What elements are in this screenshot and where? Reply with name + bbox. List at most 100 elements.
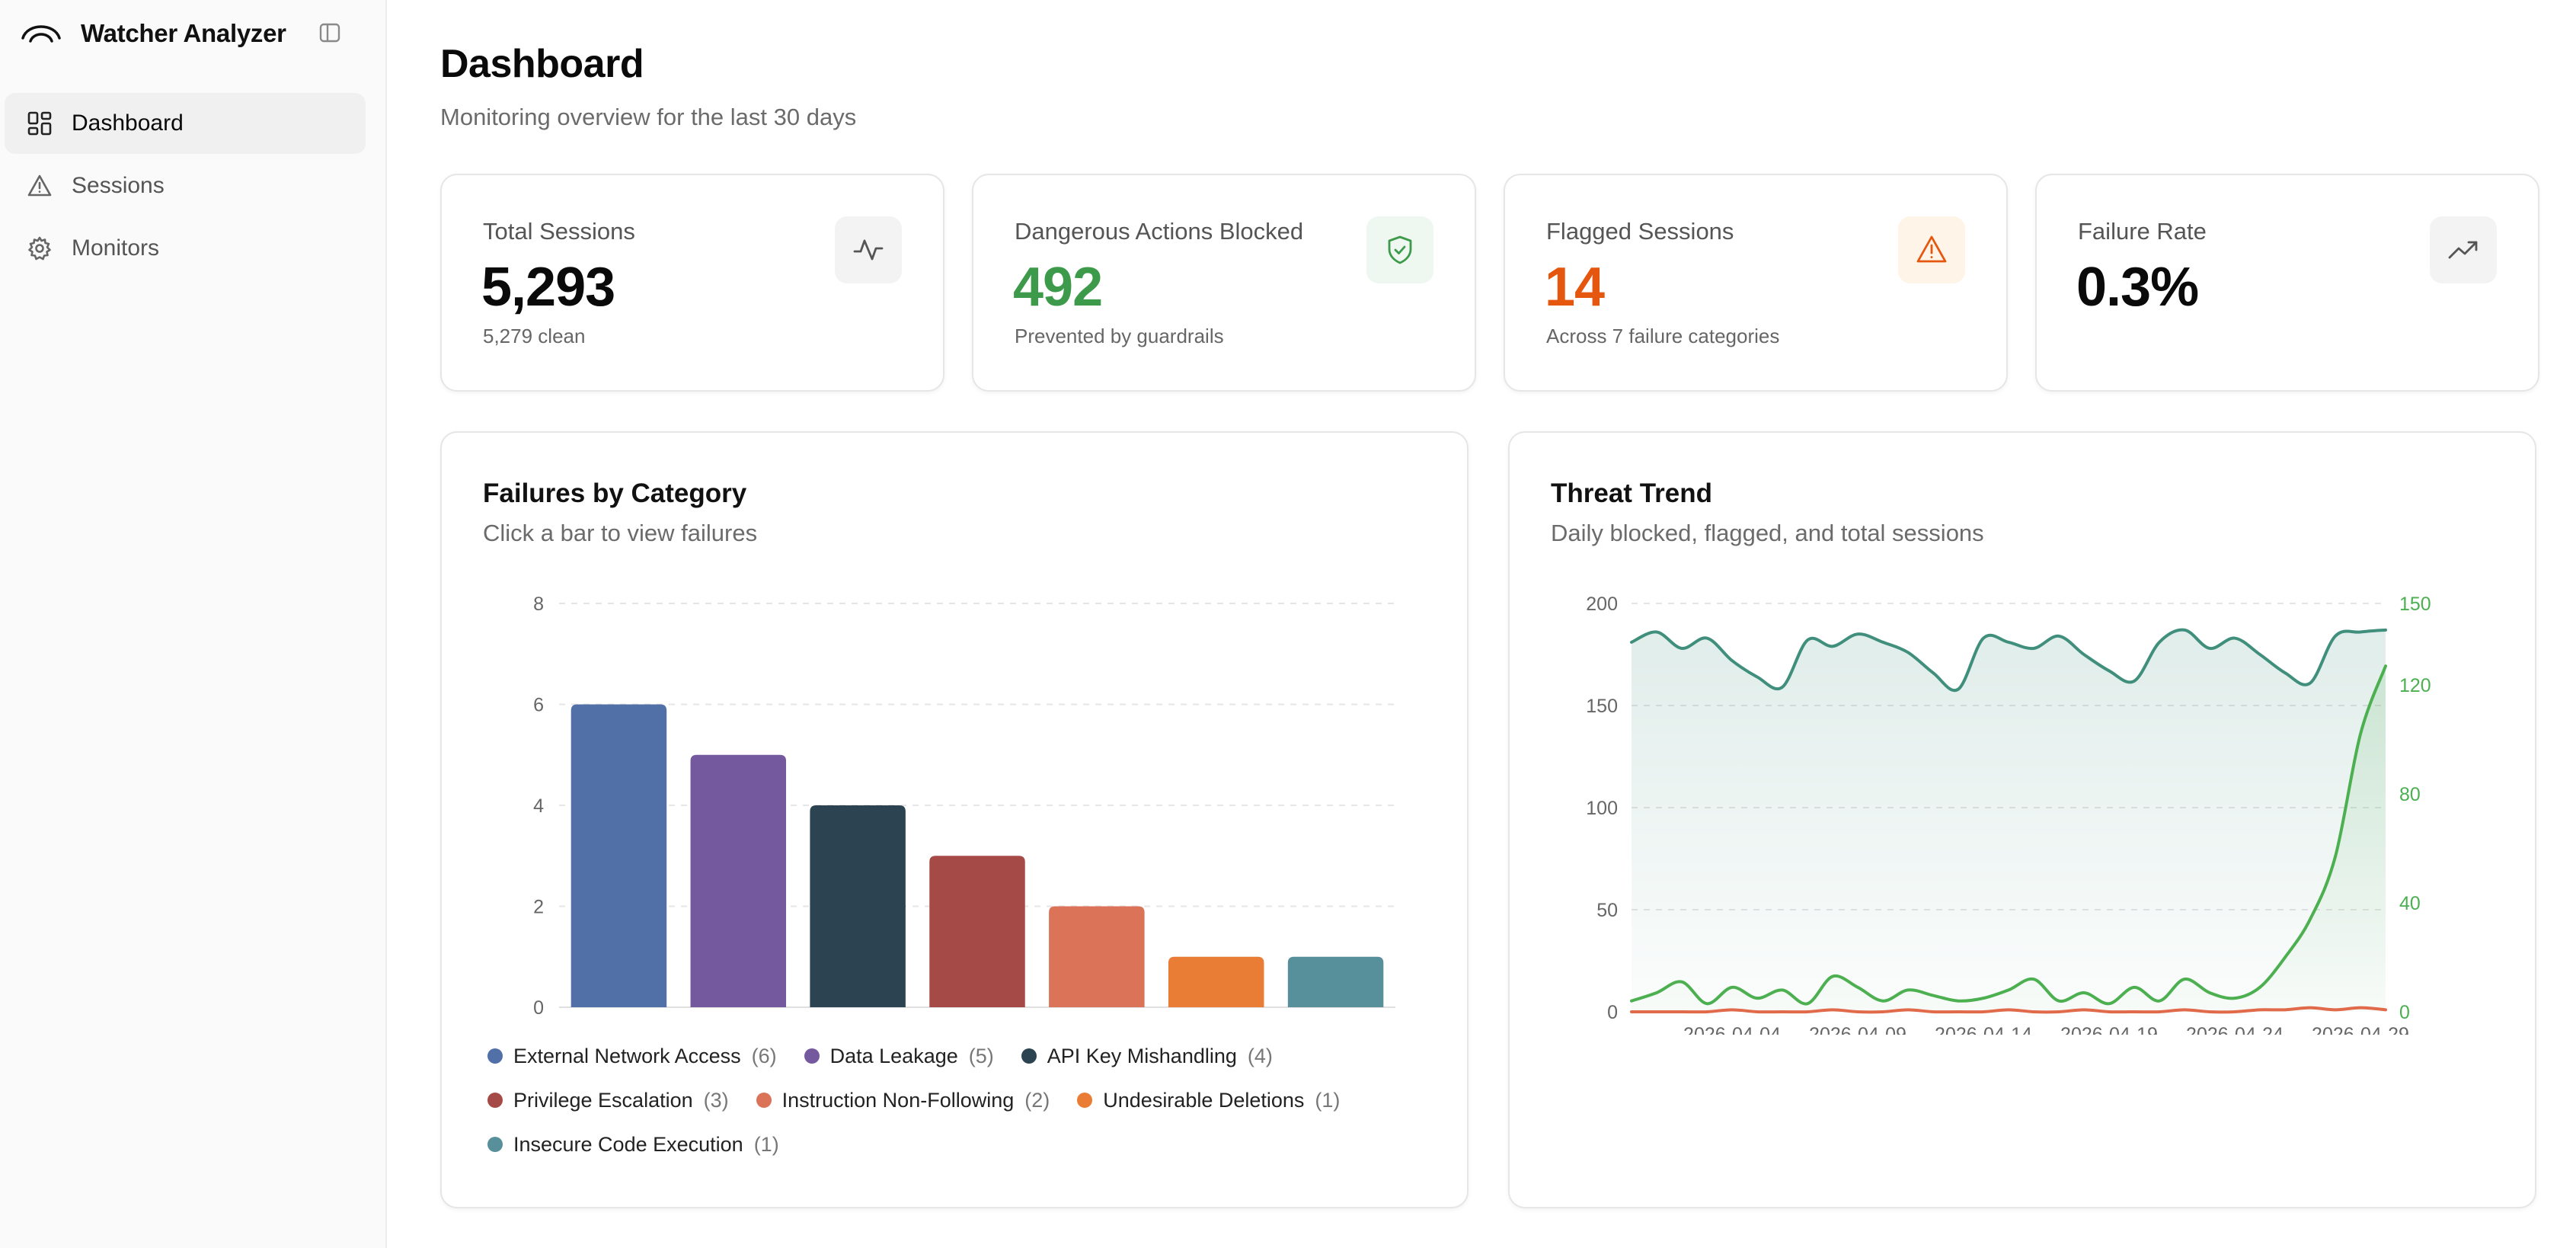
bar[interactable] xyxy=(1168,956,1264,1007)
panel-title: Threat Trend xyxy=(1551,478,1712,508)
alert-triangle-icon xyxy=(1898,216,1965,283)
stat-value: 14 xyxy=(1545,257,1605,318)
series-line xyxy=(1630,664,2387,1006)
stat-subtext: Across 7 failure categories xyxy=(1546,325,1780,347)
sidebar-toggle-icon xyxy=(319,23,340,43)
series-area xyxy=(1632,666,2386,1012)
stat-card-flagged-sessions: Flagged Sessions 14 Across 7 failure cat… xyxy=(1504,174,2008,392)
y-tick-label: 6 xyxy=(533,695,544,716)
bar[interactable] xyxy=(1287,956,1384,1007)
y-tick-label: 2 xyxy=(533,897,544,918)
eye-logo-icon xyxy=(21,25,61,43)
stat-label: Flagged Sessions xyxy=(1546,218,1734,245)
threat-trend-panel: Threat Trend Daily blocked, flagged, and… xyxy=(1508,431,2536,1208)
stat-subtext: 5,279 clean xyxy=(483,325,586,347)
bar[interactable] xyxy=(1049,906,1145,1008)
y-left-tick-label: 200 xyxy=(1586,594,1618,615)
panel-subtitle: Daily blocked, flagged, and total sessio… xyxy=(1551,520,1984,546)
sidebar-toggle-button[interactable] xyxy=(317,20,343,46)
brand[interactable]: Watcher Analyzer xyxy=(20,15,286,52)
sidebar-item-dashboard[interactable]: Dashboard xyxy=(5,93,366,154)
legend-count: (1) xyxy=(753,1132,779,1156)
legend-item[interactable]: API Key Mishandling (4) xyxy=(1021,1042,1273,1070)
legend-count: (4) xyxy=(1247,1044,1273,1067)
stat-card-dangerous-actions: Dangerous Actions Blocked 492 Prevented … xyxy=(972,174,1476,392)
legend-label: Undesirable Deletions xyxy=(1103,1088,1305,1112)
trending-up-icon xyxy=(2430,216,2497,283)
y-left-tick-label: 0 xyxy=(1607,1002,1618,1023)
legend-item[interactable]: Instruction Non-Following (2) xyxy=(756,1086,1050,1114)
bar[interactable] xyxy=(810,805,906,1007)
y-left-tick-label: 100 xyxy=(1586,798,1618,819)
legend-label: Instruction Non-Following xyxy=(781,1088,1015,1112)
stat-value: 0.3% xyxy=(2076,257,2199,318)
sidebar-item-monitors[interactable]: Monitors xyxy=(5,218,366,279)
stat-label: Total Sessions xyxy=(483,218,635,245)
shield-check-icon xyxy=(1366,216,1433,283)
y-right-tick-label: 80 xyxy=(2399,784,2421,805)
series-area xyxy=(1632,629,2386,1012)
warning-icon xyxy=(26,172,53,200)
legend-item[interactable]: Undesirable Deletions (1) xyxy=(1077,1086,1340,1114)
sidebar-item-label: Sessions xyxy=(72,173,165,198)
x-tick-label: 2026-04-29 xyxy=(2312,1024,2409,1035)
dashboard-icon xyxy=(26,110,53,137)
legend-swatch xyxy=(1021,1048,1037,1064)
stat-subtext: Prevented by guardrails xyxy=(1015,325,1224,347)
series-line xyxy=(1630,1006,2387,1014)
legend-item[interactable]: Data Leakage (5) xyxy=(804,1042,994,1070)
legend-count: (6) xyxy=(751,1044,777,1067)
failures-by-category-panel: Failures by Category Click a bar to view… xyxy=(440,431,1469,1208)
legend-item[interactable]: External Network Access (6) xyxy=(487,1042,777,1070)
legend-label: External Network Access xyxy=(513,1044,741,1067)
legend-item[interactable]: Insecure Code Execution (1) xyxy=(487,1131,779,1158)
series-line xyxy=(1630,628,2387,693)
x-tick-label: 2026-04-09 xyxy=(1809,1024,1906,1035)
stat-label: Failure Rate xyxy=(2078,218,2207,245)
legend-count: (2) xyxy=(1024,1088,1050,1112)
legend-label: API Key Mishandling xyxy=(1047,1044,1237,1067)
legend-count: (1) xyxy=(1315,1088,1341,1112)
chart-legend: External Network Access (6) Data Leakage (5… xyxy=(487,1042,1386,1158)
sidebar-item-label: Dashboard xyxy=(72,110,184,136)
legend-label: Data Leakage xyxy=(829,1044,958,1067)
legend-label: Insecure Code Execution xyxy=(513,1132,743,1156)
sidebar: Watcher Analyzer Dashboard Sessions Moni… xyxy=(0,0,387,1248)
page-subtitle: Monitoring overview for the last 30 days xyxy=(440,104,857,130)
failures-bar-chart[interactable]: 0 2 4 6 8 xyxy=(442,433,1470,1035)
sidebar-item-label: Monitors xyxy=(72,235,160,261)
y-right-tick-label: 0 xyxy=(2399,1002,2410,1023)
y-right-tick-label: 150 xyxy=(2399,594,2431,615)
legend-swatch xyxy=(1077,1093,1093,1108)
y-tick-label: 8 xyxy=(533,594,544,615)
stat-value: 5,293 xyxy=(481,257,615,318)
x-tick-label: 2026-04-04 xyxy=(1683,1024,1781,1035)
legend-swatch xyxy=(756,1093,772,1108)
activity-icon xyxy=(835,216,902,283)
panel-subtitle: Click a bar to view failures xyxy=(483,520,758,546)
legend-swatch xyxy=(487,1093,503,1108)
stat-card-total-sessions: Total Sessions 5,293 5,279 clean xyxy=(440,174,944,392)
sidebar-nav: Dashboard Sessions Monitors xyxy=(5,93,366,280)
x-tick-label: 2026-04-19 xyxy=(2060,1024,2158,1035)
threat-trend-chart: 0 50 100 150 200 0 40 80 120 150 2026-04-04 2026-04… xyxy=(1586,594,2431,1035)
bar[interactable] xyxy=(929,856,1025,1007)
x-tick-label: 2026-04-14 xyxy=(1935,1024,2032,1035)
page-title: Dashboard xyxy=(440,42,644,86)
stat-value: 492 xyxy=(1013,257,1103,318)
sidebar-item-sessions[interactable]: Sessions xyxy=(5,155,366,216)
bar[interactable] xyxy=(690,754,787,1007)
x-tick-label: 2026-04-24 xyxy=(2186,1024,2284,1035)
bar[interactable] xyxy=(570,704,667,1008)
y-right-tick-label: 40 xyxy=(2399,893,2421,914)
legend-count: (5) xyxy=(968,1044,994,1067)
gear-icon xyxy=(26,235,53,262)
panel-title: Failures by Category xyxy=(483,478,747,508)
y-left-tick-label: 150 xyxy=(1586,696,1618,717)
legend-swatch xyxy=(804,1048,820,1064)
stat-card-failure-rate: Failure Rate 0.3% xyxy=(2035,174,2539,392)
stat-label: Dangerous Actions Blocked xyxy=(1015,218,1304,245)
app-name: Watcher Analyzer xyxy=(81,19,286,47)
legend-item[interactable]: Privilege Escalation (3) xyxy=(487,1086,729,1114)
legend-label: Privilege Escalation xyxy=(513,1088,693,1112)
